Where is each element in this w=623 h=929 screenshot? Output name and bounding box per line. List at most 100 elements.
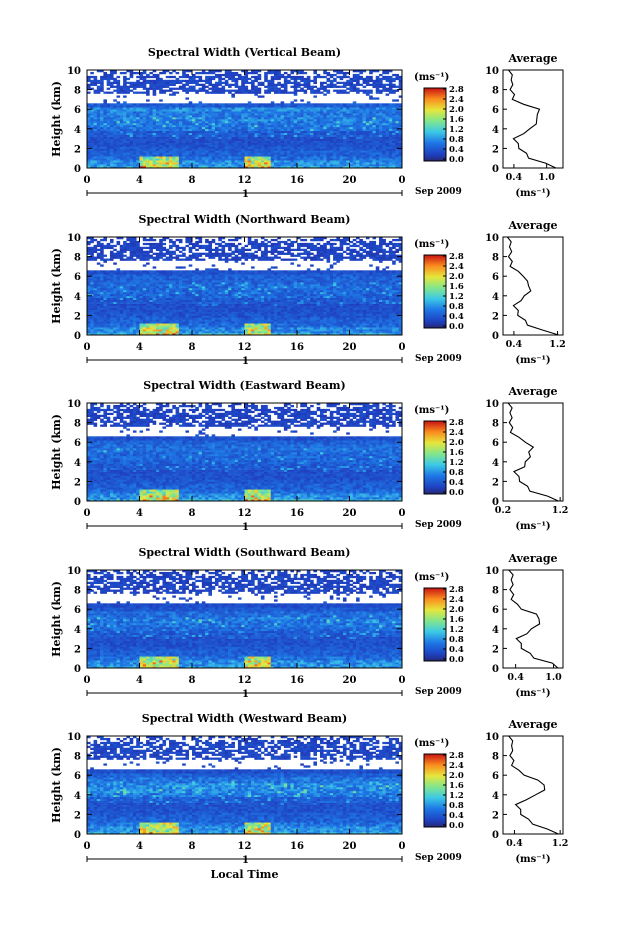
colorbar-tick-label: 0.8	[449, 302, 464, 312]
panel-title: Spectral Width (Eastward Beam)	[143, 379, 345, 392]
x-tick-label: 16	[290, 675, 304, 686]
avg-x-tick-label: 1.0	[545, 672, 562, 683]
avg-y-tick-label: 4	[492, 125, 499, 136]
y-tick-label: 4	[74, 458, 81, 469]
colorbar-tick-label: 2.8	[449, 418, 464, 428]
avg-y-tick-label: 8	[492, 86, 499, 97]
avg-x-tick-label: 1.2	[552, 505, 569, 516]
x-tick-label: 8	[189, 841, 196, 852]
colorbar-tick-label: 2.0	[449, 771, 464, 781]
avg-x-tick-label: 0.4	[506, 172, 523, 183]
average-frame	[502, 236, 564, 336]
avg-y-tick-label: 2	[492, 810, 499, 821]
avg-y-tick-label: 6	[492, 438, 499, 449]
average-frame	[502, 69, 564, 169]
x-tick-label: 0	[84, 508, 91, 519]
x-tick-label: 16	[290, 508, 304, 519]
y-tick-label: 2	[74, 477, 81, 488]
avg-x-tick-label: 0.4	[506, 838, 523, 849]
heatmap-cells	[87, 403, 403, 502]
average-profile-line	[508, 69, 557, 169]
y-tick-label: 6	[74, 771, 81, 782]
x-tick-label: 0	[84, 175, 91, 186]
y-tick-label: 4	[74, 625, 81, 636]
y-tick-label: 10	[67, 66, 81, 77]
y-tick-label: 6	[74, 605, 81, 616]
date-label: Sep 2009	[415, 187, 462, 197]
x-tick-label: 0	[399, 342, 406, 353]
average-profile-line	[508, 569, 559, 669]
average-title: Average	[507, 52, 557, 65]
panel-title: Spectral Width (Southward Beam)	[138, 546, 350, 559]
average-frame	[502, 735, 564, 835]
x-tick-label: 4	[136, 342, 143, 353]
avg-x-tick-label: 0.2	[495, 505, 512, 516]
heatmap-cells	[87, 570, 403, 669]
colorbar-tick-label: 2.0	[449, 605, 464, 615]
avg-y-tick-label: 10	[485, 66, 499, 77]
x-tick-label: 20	[343, 675, 357, 686]
x-tick-label: 0	[399, 508, 406, 519]
x-tick-label: 16	[290, 175, 304, 186]
y-axis-label: Height (km)	[50, 747, 63, 823]
panel-title: Spectral Width (Vertical Beam)	[148, 46, 341, 59]
x-tick-label: 0	[399, 841, 406, 852]
colorbar-tick-label: 1.2	[449, 791, 464, 801]
heatmap-cells	[87, 237, 403, 336]
x-tick-label: 0	[84, 675, 91, 686]
y-tick-label: 10	[67, 233, 81, 244]
x-tick-label: 20	[343, 342, 357, 353]
average-xlabel: (ms⁻¹)	[515, 188, 550, 199]
colorbar-unit: (ms⁻¹)	[414, 239, 449, 250]
y-tick-label: 2	[74, 144, 81, 155]
avg-y-tick-label: 0	[492, 331, 499, 342]
colorbar-tick-label: 1.2	[449, 125, 464, 135]
colorbar	[423, 587, 447, 662]
y-tick-label: 8	[74, 752, 81, 763]
y-tick-label: 6	[74, 105, 81, 116]
y-axis-label: Height (km)	[50, 414, 63, 490]
average-xlabel: (ms⁻¹)	[515, 688, 550, 699]
y-tick-label: 0	[74, 664, 81, 675]
avg-y-tick-label: 0	[492, 830, 499, 841]
avg-y-tick-label: 2	[492, 144, 499, 155]
avg-y-tick-label: 8	[492, 253, 499, 264]
x-tick-label: 0	[399, 675, 406, 686]
day-marker: 1	[242, 522, 249, 533]
x-tick-label: 8	[189, 175, 196, 186]
panel-5: Spectral Width (Westward Beam)0246810Hei…	[50, 712, 568, 866]
y-tick-label: 2	[74, 644, 81, 655]
x-tick-label: 12	[238, 841, 252, 852]
avg-y-tick-label: 10	[485, 566, 499, 577]
date-label: Sep 2009	[415, 853, 462, 863]
avg-x-tick-label: 1.2	[552, 838, 569, 849]
avg-x-tick-label: 1.2	[549, 339, 566, 350]
x-tick-label: 0	[84, 841, 91, 852]
colorbar-tick-label: 0.4	[449, 645, 464, 655]
colorbar-unit: (ms⁻¹)	[414, 572, 449, 583]
x-tick-label: 12	[238, 508, 252, 519]
colorbar	[423, 254, 447, 329]
average-profile-line	[507, 402, 559, 502]
day-marker: 1	[242, 356, 249, 367]
colorbar-unit: (ms⁻¹)	[414, 405, 449, 416]
y-tick-label: 0	[74, 830, 81, 841]
average-title: Average	[507, 385, 557, 398]
y-tick-label: 8	[74, 86, 81, 97]
colorbar-tick-label: 0.8	[449, 801, 464, 811]
colorbar-tick-label: 0.0	[449, 488, 464, 498]
avg-y-tick-label: 4	[492, 625, 499, 636]
colorbar-tick-label: 1.2	[449, 458, 464, 468]
colorbar-tick-label: 2.8	[449, 751, 464, 761]
panel-4: Spectral Width (Southward Beam)0246810He…	[50, 546, 564, 700]
colorbar-tick-label: 1.6	[449, 448, 464, 458]
colorbar-tick-label: 2.0	[449, 438, 464, 448]
colorbar	[423, 753, 447, 828]
x-tick-label: 8	[189, 342, 196, 353]
average-xlabel: (ms⁻¹)	[515, 355, 550, 366]
average-title: Average	[507, 718, 557, 731]
colorbar-tick-label: 2.4	[449, 95, 464, 105]
x-tick-label: 16	[290, 342, 304, 353]
panel-3: Spectral Width (Eastward Beam)0246810Hei…	[50, 379, 568, 533]
